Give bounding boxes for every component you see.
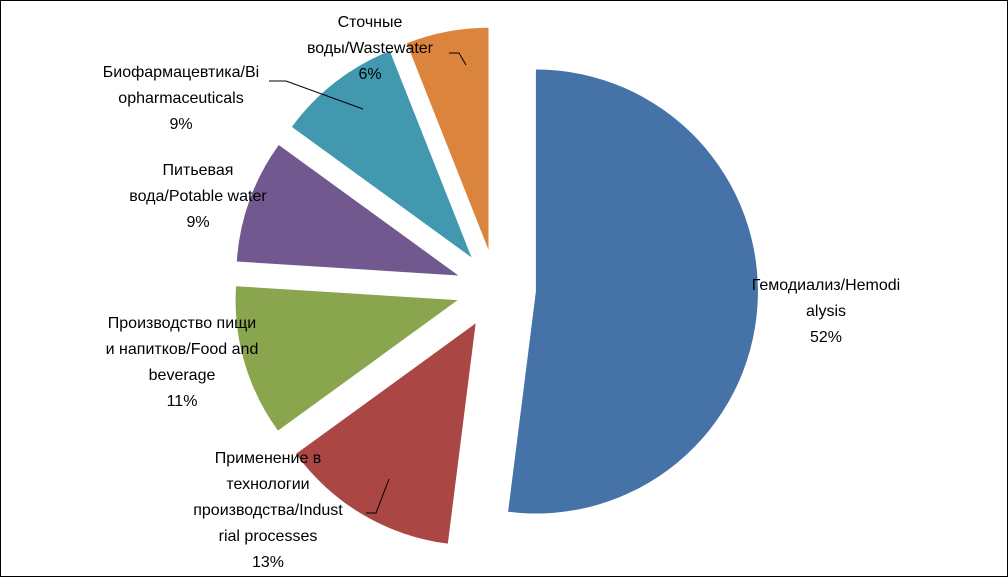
data-label-percent: 52%	[810, 329, 842, 346]
leader-line	[269, 80, 364, 110]
pie-slice	[236, 144, 459, 276]
pie-slice	[406, 27, 489, 250]
leader-line	[449, 52, 467, 66]
data-label-line: Сточные	[338, 14, 403, 31]
data-label-percent: 13%	[252, 554, 284, 571]
data-label-line: технологии	[226, 476, 309, 493]
data-label: Гемодиализ/Hemodi alysis 52%	[752, 277, 900, 346]
data-label-line: Биофармацевтика/Bi	[103, 64, 259, 81]
data-label-percent: 6%	[358, 66, 381, 83]
data-label-percent: 9%	[186, 214, 209, 231]
data-label-line: производства/Indust	[193, 502, 343, 519]
data-label-line: opharmaceuticals	[118, 90, 243, 107]
data-label-line: Гемодиализ/Hemodi	[752, 277, 900, 294]
data-label-percent: 9%	[169, 116, 192, 133]
pie-slice	[508, 69, 758, 514]
data-label-line: Производство пищи	[108, 315, 256, 332]
data-label: Применение в технологии производства/Indus…	[193, 450, 343, 571]
data-label: Питьевая вода/Potable water 9%	[129, 162, 267, 231]
data-label-line: alysis	[806, 303, 846, 320]
data-label-line: Питьевая	[163, 162, 234, 179]
data-label: Сточные воды/Wastewater 6%	[307, 14, 434, 83]
data-label: Производство пищи и напитков/Food and beve…	[106, 315, 259, 410]
pie-slice	[296, 323, 476, 544]
pie-slice	[291, 50, 472, 258]
data-label-percent: 11%	[167, 393, 198, 410]
data-label-line: вода/Potable water	[129, 188, 267, 205]
data-label-line: rial processes	[219, 528, 318, 545]
data-label-line: воды/Wastewater	[307, 40, 434, 57]
leader-line	[366, 478, 390, 514]
data-label-line: Применение в	[215, 450, 322, 467]
data-label-line: beverage	[149, 367, 216, 384]
data-label-line: и напитков/Food and	[106, 341, 259, 358]
data-label: Биофармацевтика/Bi opharmaceuticals 9%	[103, 64, 259, 133]
pie-slice	[235, 286, 458, 431]
